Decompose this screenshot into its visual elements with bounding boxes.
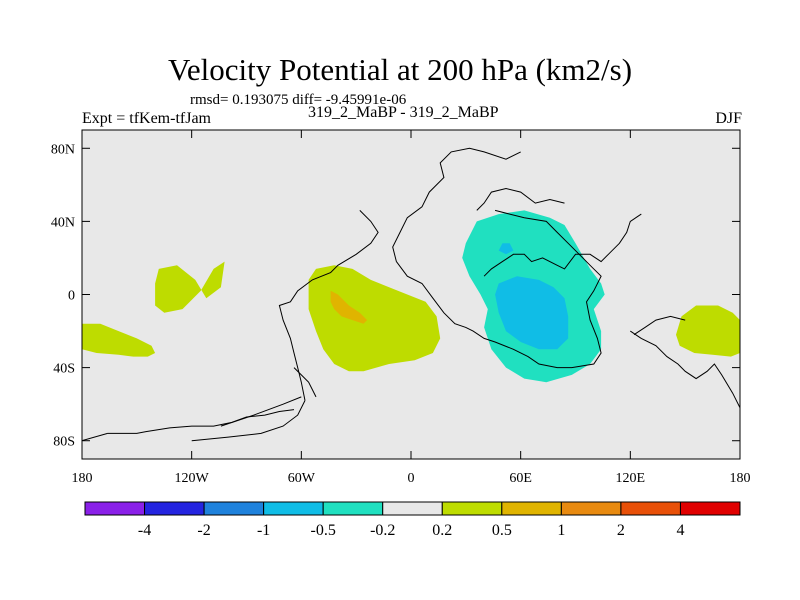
axes-layer: 180 120W 60W 0 60E 120E 180 80N 40N 0 40S 80S [51, 130, 751, 486]
y-tick-label-3: 40S [53, 362, 75, 377]
coastline-3 [293, 367, 317, 398]
contour-region-7 [498, 243, 514, 255]
y-tick-label-2: 0 [68, 289, 75, 304]
colorbar-swatch-10 [679, 501, 741, 516]
colorbar-label-3: -0.5 [311, 522, 336, 539]
coastline-6 [395, 209, 602, 369]
y-tick-label-4: 80S [53, 435, 75, 450]
coastline-7 [392, 147, 521, 262]
colorbar-swatch-7 [501, 501, 562, 516]
colorbar-label-1: -2 [197, 522, 210, 539]
coastline-1 [82, 432, 108, 442]
colorbar-swatch-2 [203, 501, 265, 516]
contour-region-0 [155, 261, 225, 313]
chart-title: Velocity Potential at 200 hPa (km2/s) [167, 52, 633, 87]
contour-region-1 [82, 323, 156, 357]
colorbar-label-0: -4 [138, 522, 151, 539]
coastline-2 [278, 210, 379, 401]
x-tick-label-0: 180 [72, 471, 93, 486]
x-tick-label-5: 120E [616, 471, 646, 486]
coastline-8 [476, 187, 565, 211]
y-tick-label-1: 40N [51, 215, 75, 230]
x-tick-label-2: 60W [288, 471, 316, 486]
coastline-5 [191, 400, 306, 442]
colorbar-label-7: 1 [557, 522, 565, 539]
colorbar-swatch-5 [382, 501, 443, 516]
coastline-11 [633, 315, 686, 336]
contour-region-3 [308, 265, 441, 372]
experiment-label: Expt = tfKem-tfJam [82, 110, 211, 127]
colorbar-label-8: 2 [617, 522, 625, 539]
x-tick-label-1: 120W [175, 471, 210, 486]
coastline-10 [630, 330, 740, 409]
contour-region-4 [330, 290, 368, 324]
stats-line: rmsd= 0.193075 diff= -9.45991e-06 [190, 92, 407, 108]
x-tick-label-3: 0 [408, 471, 415, 486]
colorbar-swatch-8 [560, 501, 622, 516]
coastline-0 [107, 409, 295, 434]
colorbar-label-4: -0.2 [370, 522, 395, 539]
colorbar-label-5: 0.2 [432, 522, 452, 539]
colorbar-label-6: 0.5 [492, 522, 512, 539]
case-label: 319_2_MaBP - 319_2_MaBP [308, 104, 499, 121]
y-tick-label-0: 80N [51, 142, 75, 157]
colorbar-label-2: -1 [257, 522, 270, 539]
x-tick-label-4: 60E [509, 471, 532, 486]
contour-region-2 [676, 305, 740, 357]
x-tick-label-6: 180 [730, 471, 751, 486]
colorbar-swatch-1 [144, 501, 205, 516]
coastline-9 [483, 213, 642, 277]
colorbar-swatch-0 [84, 501, 146, 516]
colorbar: -4 -2 -1 -0.5 -0.2 0.2 0.5 1 2 4 [84, 501, 741, 539]
colorbar-swatch-9 [620, 501, 681, 516]
colorbar-swatch-4 [322, 501, 384, 516]
colorbar-label-9: 4 [676, 522, 684, 539]
contour-fill-layer [82, 210, 740, 383]
coastline-4 [220, 396, 302, 427]
season-label: DJF [715, 110, 742, 127]
coastline-layer [82, 147, 740, 442]
colorbar-swatch-6 [441, 501, 503, 516]
colorbar-swatch-3 [263, 501, 324, 516]
contour-region-6 [495, 276, 569, 350]
